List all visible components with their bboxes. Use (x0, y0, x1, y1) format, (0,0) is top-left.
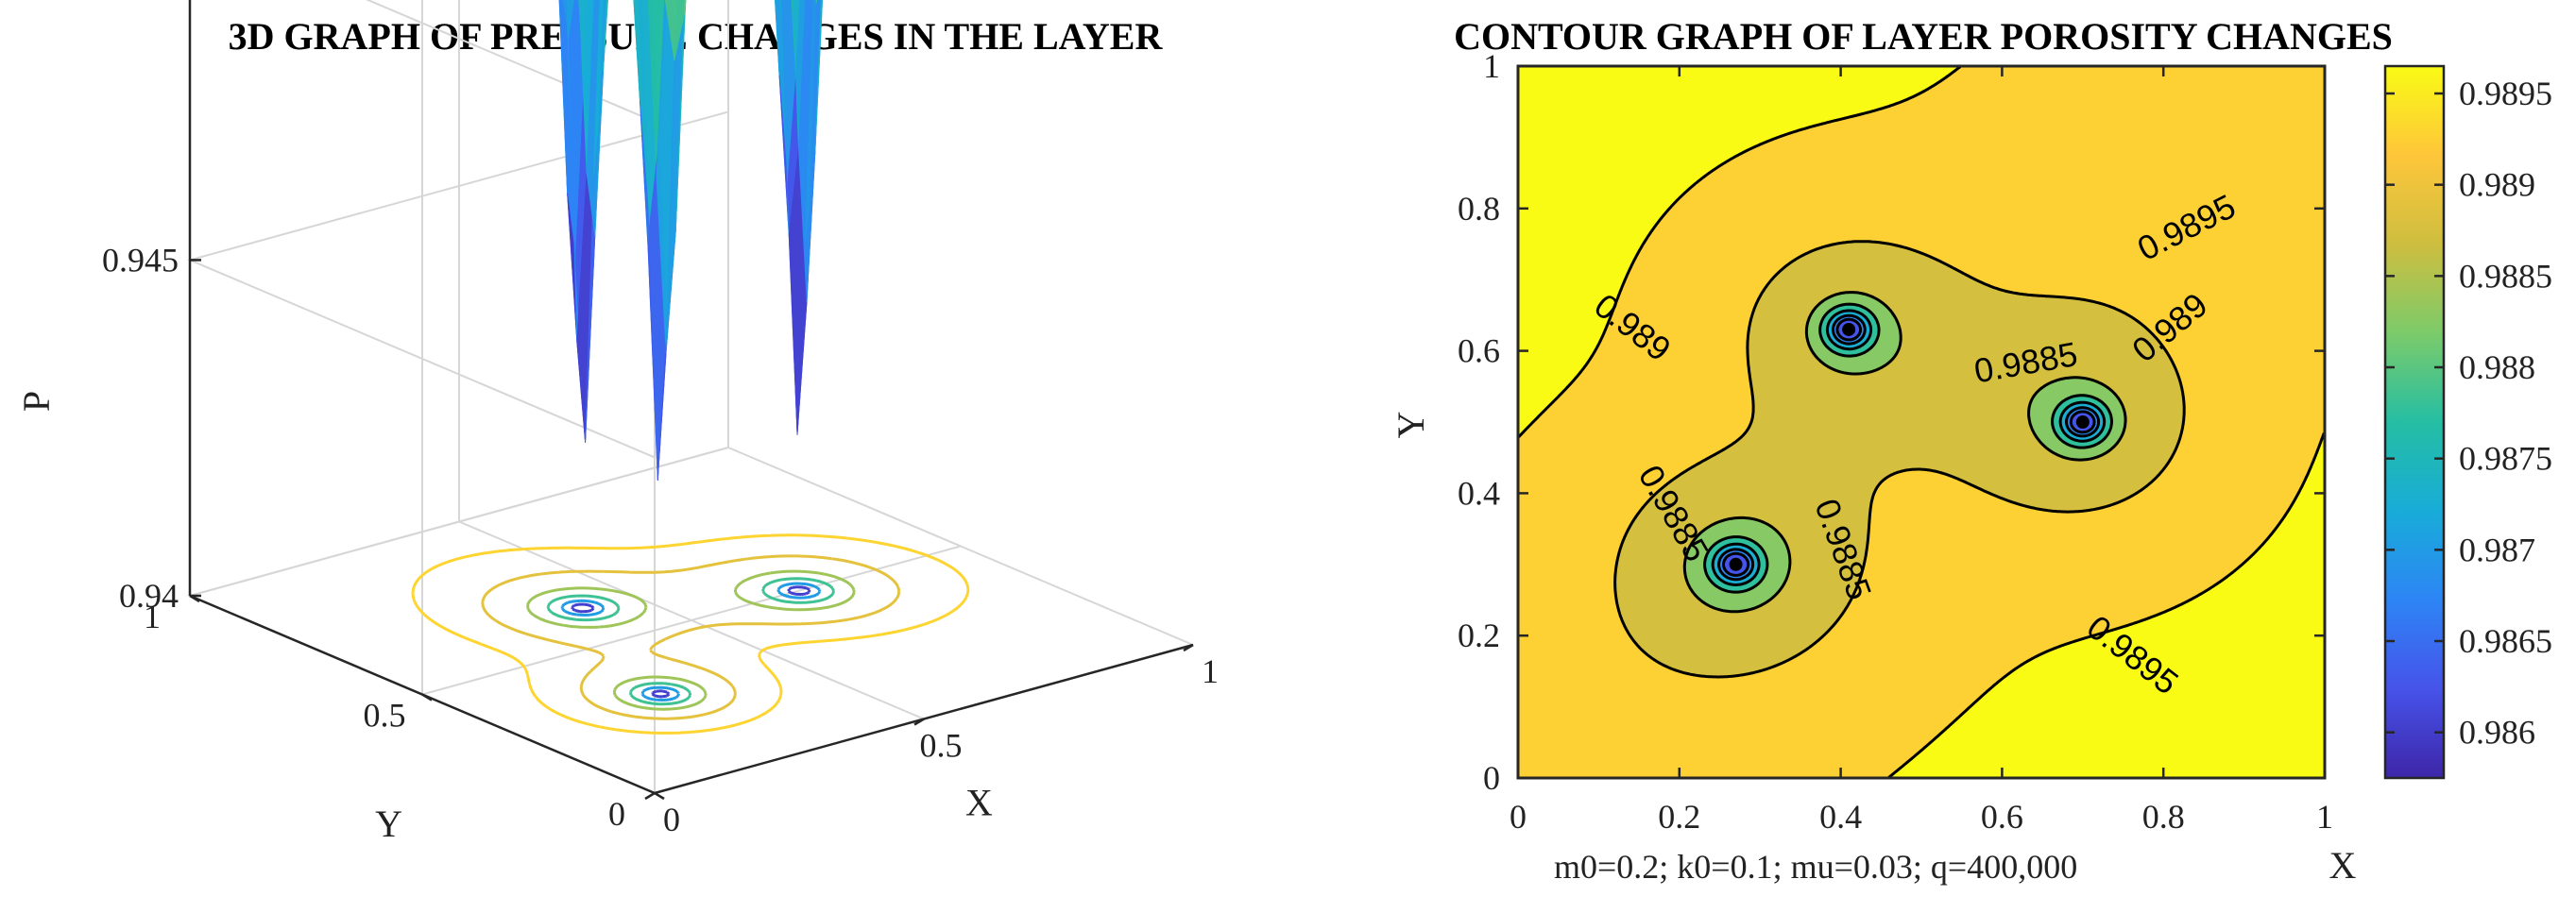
floor-contour (560, 582, 822, 702)
contour-line (1711, 309, 2107, 586)
y-tick-mark (654, 791, 665, 801)
x-tick-mark (913, 718, 925, 726)
contour-line (1518, 66, 2325, 778)
y-tick-label: 0 (608, 795, 625, 833)
x-tick-label: 0.5 (920, 727, 963, 765)
z-tick-label: 0.945 (102, 241, 179, 279)
contour-line (1717, 313, 2101, 582)
well-point (2075, 415, 2090, 429)
contour-plot-frame (1516, 64, 2327, 780)
surface-patch (676, 0, 687, 38)
colorbar-tick-label: 0.9865 (2459, 622, 2552, 660)
x-tick-label: 0.6 (1981, 798, 2023, 836)
porosity-contour-lines (1518, 66, 2325, 778)
y-tick-label: 0.5 (364, 697, 406, 735)
contour-chart-title: CONTOUR GRAPH OF LAYER POROSITY CHANGES (1454, 15, 2393, 58)
contour-line (1722, 317, 2096, 577)
surface-floor-contours (411, 533, 970, 735)
y-axis-label: Y (1390, 412, 1432, 439)
well-point (1729, 557, 1743, 571)
x-tick-mark (644, 791, 656, 801)
z-tick-label: 0.94 (119, 577, 179, 615)
well-point (1842, 322, 1856, 336)
colorbar-tick-label: 0.9885 (2459, 257, 2552, 295)
y-tick-label: 0 (1483, 759, 1500, 797)
surface-chart: 3D GRAPH OF PRESSURE CHANGES IN THE LAYE… (15, 0, 1219, 845)
floor-gridline (421, 545, 962, 696)
contour-line (1613, 240, 2186, 679)
x-tick-mark (1183, 643, 1194, 652)
x-tick-label: 1 (1202, 652, 1219, 690)
y-tick-mark (421, 693, 433, 702)
x-tick-label: 0.2 (1658, 798, 1700, 836)
floor-contour (571, 585, 811, 699)
y-tick-label: 0.2 (1458, 617, 1500, 654)
y-tick-label: 1 (1483, 47, 1500, 85)
colorbar-tick-label: 0.9895 (2459, 75, 2552, 112)
surface-patch (603, 0, 608, 71)
x-tick-label: 0.4 (1819, 798, 1862, 836)
x-tick-label: 0 (1510, 798, 1527, 836)
surface-gridlines (186, 0, 1194, 794)
colorbar-gradient (2383, 64, 2446, 780)
floor-gridline (727, 447, 1194, 646)
surface-patch (594, 0, 608, 237)
y-tick-label: 0.8 (1458, 190, 1500, 228)
colorbar: 0.986 0.9865 0.987 0.9875 0.988 0.9885 0.989 0.… (2383, 64, 2552, 780)
contour-chart: CONTOUR GRAPH OF LAYER POROSITY CHANGES … (1390, 15, 2552, 887)
colorbar-tick-label: 0.986 (2459, 714, 2535, 752)
floor-contour (526, 569, 856, 711)
colorbar-tick-label: 0.988 (2459, 348, 2535, 386)
contour-line (1703, 302, 2113, 594)
contour-line (1682, 291, 2127, 614)
floor-contour (546, 577, 835, 706)
surface-chart-title: 3D GRAPH OF PRESSURE CHANGES IN THE LAYE… (229, 15, 1164, 58)
x-tick-label: 1 (2316, 798, 2333, 836)
y-tick-label: 1 (144, 598, 161, 635)
y-axis-label: Y (375, 803, 402, 845)
x-tick-label: 0 (663, 801, 680, 838)
contour-axes: 0 0.2 0.4 0.6 0.8 1 0 0.2 0.4 0.6 0.8 1 X Y (1390, 47, 2357, 887)
surface-patch (815, 0, 818, 4)
parameter-footnote: m0=0.2; k0=0.1; mu=0.03; q=400,000 (1554, 848, 2077, 886)
pressure-surface (558, 0, 823, 482)
surface-patch (685, 0, 687, 6)
colorbar-tick-label: 0.989 (2459, 166, 2535, 204)
colorbar-tick-label: 0.9875 (2459, 440, 2552, 478)
z-axis-label: P (15, 391, 58, 412)
surface-patch (683, 0, 687, 16)
floor-contour (411, 533, 970, 735)
y-tick-label: 0.4 (1458, 474, 1500, 512)
porosity-filled-contours (1518, 66, 2325, 778)
colorbar-tick-label: 0.987 (2459, 531, 2535, 568)
x-tick-label: 0.8 (2142, 798, 2185, 836)
y-tick-label: 0.6 (1458, 332, 1500, 370)
surface-patch (814, 0, 823, 152)
floor-contour (481, 554, 901, 720)
z-gridline (366, 0, 656, 123)
x-axis-label: X (965, 782, 993, 824)
x-axis-label: X (2329, 844, 2357, 887)
floor-gridline (189, 447, 729, 597)
